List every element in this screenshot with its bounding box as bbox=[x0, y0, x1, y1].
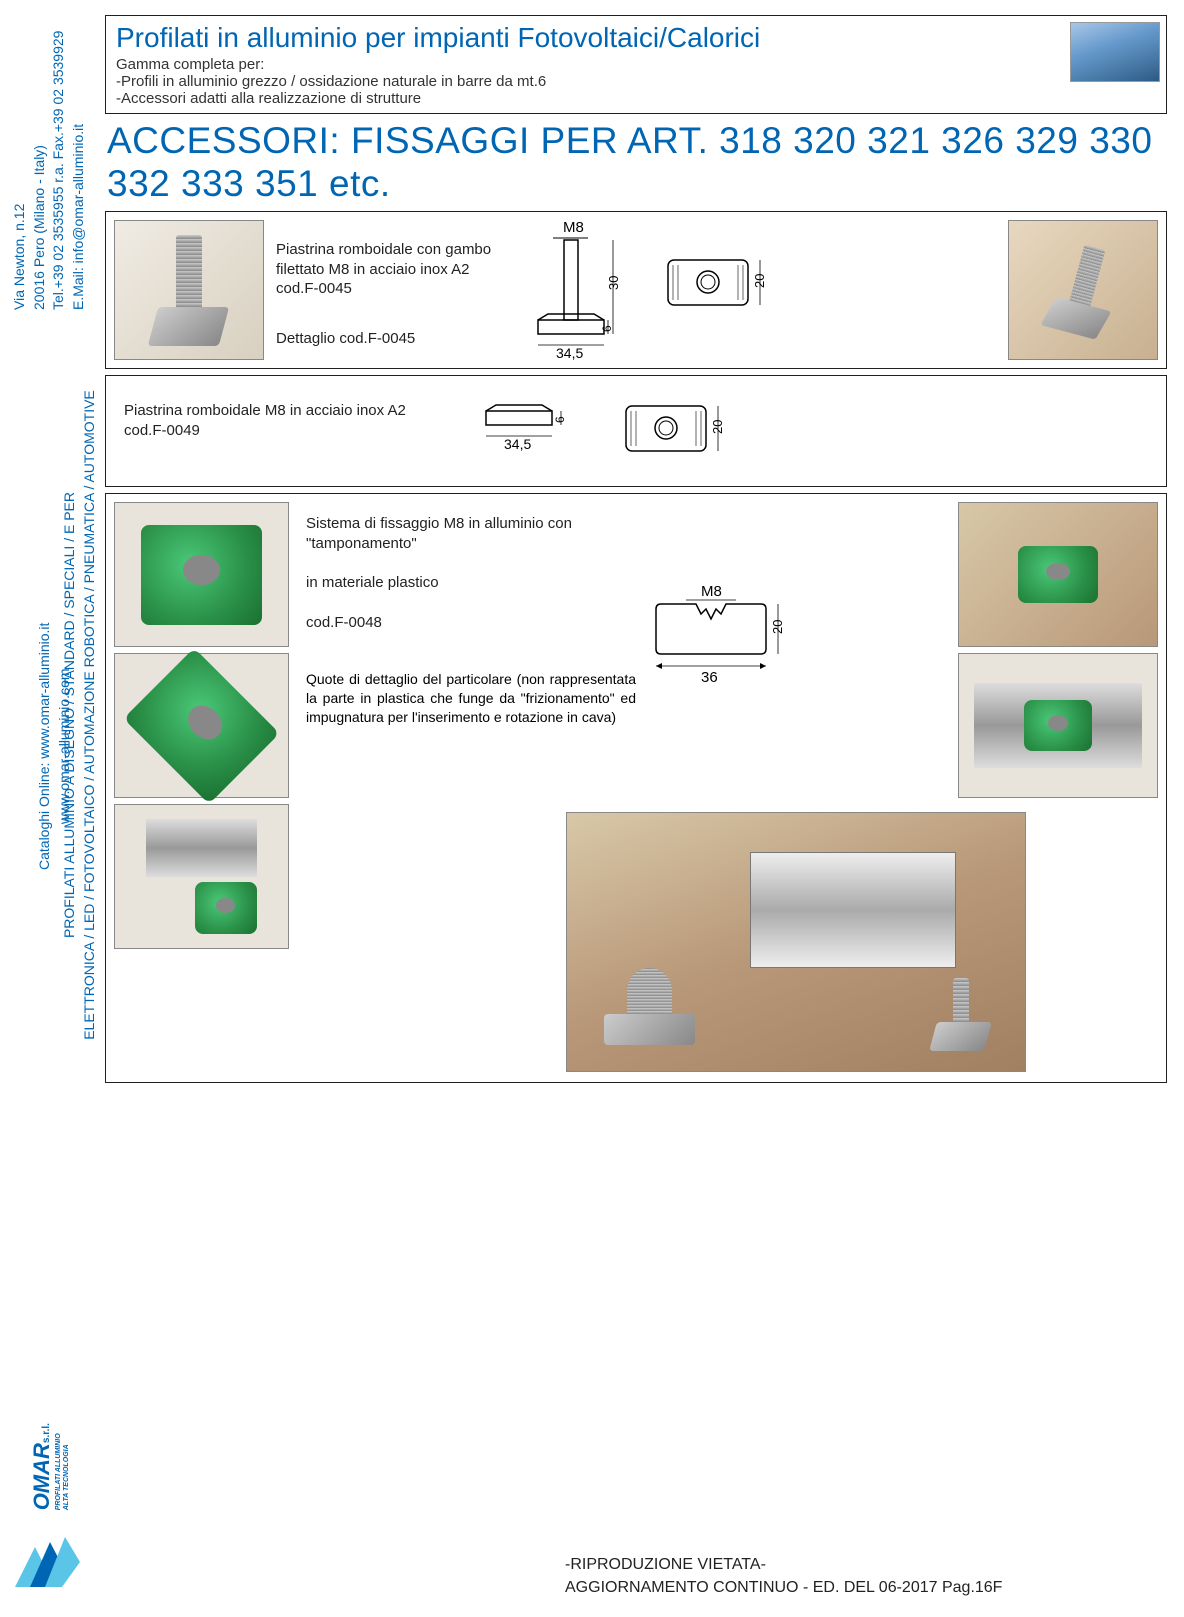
categories-block: PROFILATI ALLUMINIO A DISEGNO / STANDARD… bbox=[60, 350, 99, 1080]
product-photo-detail bbox=[1008, 220, 1158, 360]
logo: OMARs.r.l. PROFILATI ALLUMINIO ALTA TECN… bbox=[0, 1417, 100, 1597]
categories-line: PROFILATI ALLUMINIO A DISEGNO / STANDARD… bbox=[60, 350, 80, 1080]
desc-line: cod.F-0045 bbox=[276, 279, 506, 299]
desc-line: cod.F-0048 bbox=[306, 613, 636, 633]
main-content: Profilati in alluminio per impianti Foto… bbox=[105, 15, 1167, 1089]
product-photo bbox=[114, 220, 264, 360]
product-photo bbox=[958, 653, 1158, 798]
product-photo bbox=[114, 502, 289, 647]
svg-text:20: 20 bbox=[710, 420, 725, 434]
contact-block: Via Newton, n.12 20016 Pero (Milano - It… bbox=[10, 10, 88, 310]
product3-photo-column bbox=[114, 502, 289, 955]
sidebar: Via Newton, n.12 20016 Pero (Milano - It… bbox=[0, 0, 100, 1617]
technical-drawing: 6 34,5 20 bbox=[476, 401, 776, 461]
product-desc: Piastrina romboidale con gambo filettato… bbox=[276, 220, 506, 348]
logo-mark-icon bbox=[10, 1527, 90, 1597]
categories-line: ELETTRONICA / LED / FOTOVOLTAICO / AUTOM… bbox=[80, 350, 100, 1080]
section-title: ACCESSORI: FISSAGGI PER ART. 318 320 321… bbox=[107, 120, 1167, 205]
svg-text:20: 20 bbox=[752, 274, 767, 288]
header-sub: Gamma completa per: bbox=[116, 56, 1156, 73]
header-box: Profilati in alluminio per impianti Foto… bbox=[105, 15, 1167, 114]
header-line: -Profili in alluminio grezzo / ossidazio… bbox=[116, 73, 1156, 90]
solar-panel-image bbox=[1070, 22, 1160, 82]
desc-line: Piastrina romboidale M8 in acciaio inox … bbox=[124, 401, 464, 421]
desc-line: Sistema di fissaggio M8 in alluminio con… bbox=[306, 514, 636, 553]
product-photo-large bbox=[566, 812, 1026, 1072]
svg-text:6: 6 bbox=[600, 325, 614, 332]
contact-line: 20016 Pero (Milano - Italy) bbox=[30, 10, 50, 310]
svg-text:34,5: 34,5 bbox=[504, 436, 531, 452]
footer-line: -RIPRODUZIONE VIETATA- bbox=[565, 1554, 1002, 1576]
svg-text:6: 6 bbox=[553, 416, 567, 423]
logo-suffix: s.r.l. bbox=[41, 1423, 52, 1443]
product-box-2: Piastrina romboidale M8 in acciaio inox … bbox=[105, 375, 1167, 487]
product-box-1: Piastrina romboidale con gambo filettato… bbox=[105, 211, 1167, 369]
footer-line: AGGIORNAMENTO CONTINUO - ED. DEL 06-2017… bbox=[565, 1577, 1002, 1599]
catalog-line: Cataloghi Online: www.omar-alluminio.it bbox=[35, 623, 55, 870]
product3-desc: Sistema di fissaggio M8 in alluminio con… bbox=[306, 514, 636, 727]
contact-line: E.Mail: info@omar-alluminio.it bbox=[69, 10, 89, 310]
svg-text:36: 36 bbox=[701, 669, 718, 686]
dim-label: M8 bbox=[563, 220, 584, 236]
product-photo bbox=[114, 653, 289, 798]
technical-drawing: M8 20 36 bbox=[646, 584, 816, 694]
header-line: -Accessori adatti alla realizzazione di … bbox=[116, 90, 1156, 107]
desc-line: Piastrina romboidale con gambo bbox=[276, 240, 506, 260]
desc-line: cod.F-0049 bbox=[124, 421, 464, 441]
product-photo bbox=[958, 502, 1158, 647]
svg-text:20: 20 bbox=[770, 620, 785, 634]
desc-line: filettato M8 in acciaio inox A2 bbox=[276, 260, 506, 280]
logo-sub: ALTA TECNOLOGIA bbox=[63, 1423, 71, 1510]
svg-text:30: 30 bbox=[606, 276, 621, 290]
logo-text: OMARs.r.l. PROFILATI ALLUMINIO ALTA TECN… bbox=[29, 1423, 70, 1510]
desc-line: in materiale plastico bbox=[306, 573, 636, 593]
svg-text:M8: M8 bbox=[701, 584, 722, 600]
page-title: Profilati in alluminio per impianti Foto… bbox=[116, 22, 1156, 54]
svg-text:34,5: 34,5 bbox=[556, 345, 583, 360]
quote-text: Quote di dettaglio del particolare (non … bbox=[306, 670, 636, 727]
product3-photo-column-right bbox=[958, 502, 1158, 804]
product-box-3: Sistema di fissaggio M8 in alluminio con… bbox=[105, 493, 1167, 1083]
contact-line: Tel.+39 02 3535955 r.a. Fax.+39 02 35399… bbox=[49, 10, 69, 310]
product-photo bbox=[114, 804, 289, 949]
detail-label: Dettaglio cod.F-0045 bbox=[276, 329, 506, 349]
logo-name: OMAR bbox=[29, 1443, 54, 1510]
contact-line: Via Newton, n.12 bbox=[10, 10, 30, 310]
footer: -RIPRODUZIONE VIETATA- AGGIORNAMENTO CON… bbox=[565, 1554, 1002, 1599]
logo-sub: PROFILATI ALLUMINIO bbox=[55, 1423, 63, 1510]
technical-drawing: M8 30 6 34,5 bbox=[518, 220, 818, 360]
